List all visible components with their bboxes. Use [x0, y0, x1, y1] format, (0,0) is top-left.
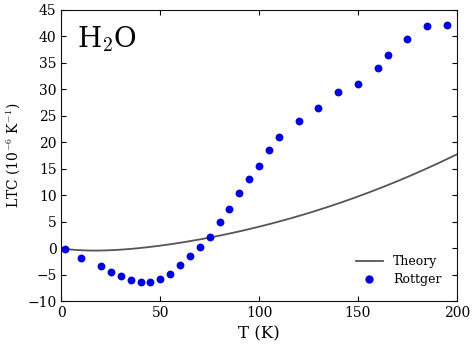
Point	[117, 274, 125, 279]
Point	[315, 105, 322, 111]
Point	[146, 279, 154, 285]
Point	[186, 254, 194, 259]
Point	[206, 234, 213, 239]
Point	[384, 52, 392, 58]
Point	[97, 263, 105, 269]
Point	[265, 147, 273, 153]
Point	[255, 163, 263, 169]
Point	[334, 89, 342, 95]
Point	[423, 23, 431, 28]
Point	[196, 245, 204, 250]
Point	[275, 134, 283, 140]
Legend: Theory, Rottger: Theory, Rottger	[351, 251, 447, 291]
Point	[443, 22, 451, 27]
Point	[246, 177, 253, 182]
Point	[176, 263, 184, 268]
Point	[403, 36, 411, 42]
Point	[137, 280, 144, 285]
Point	[166, 272, 174, 277]
Point	[107, 270, 115, 275]
Point	[156, 276, 164, 282]
Point	[374, 65, 382, 71]
Point	[127, 277, 135, 283]
Point	[236, 190, 243, 195]
Text: H$_2$O: H$_2$O	[77, 24, 137, 54]
Point	[295, 118, 302, 124]
Y-axis label: LTC (10$^{-6}$ K$^{-1}$): LTC (10$^{-6}$ K$^{-1}$)	[4, 103, 22, 208]
Point	[216, 219, 223, 225]
Point	[77, 255, 85, 261]
X-axis label: T (K): T (K)	[238, 326, 280, 343]
Point	[226, 206, 233, 211]
Point	[62, 247, 69, 252]
Point	[354, 81, 362, 87]
